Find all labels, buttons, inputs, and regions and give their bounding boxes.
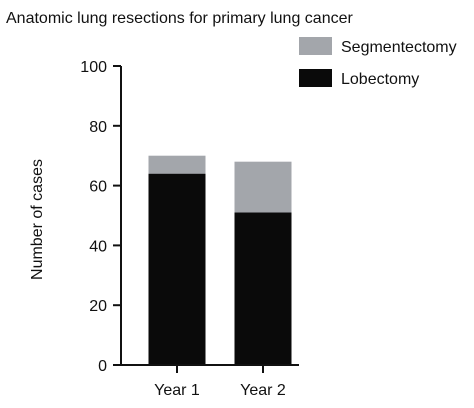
chart-title: Anatomic lung resections for primary lun… [6, 10, 353, 27]
bar-segmentectomy-year-2 [234, 161, 292, 213]
y-tick-label: 0 [98, 358, 107, 375]
y-tick-label: 60 [89, 179, 107, 196]
legend-swatch-segmentectomy [299, 37, 332, 55]
legend-label-segmentectomy: Segmentectomy [341, 39, 457, 56]
x-tick-label: Year 1 [154, 382, 200, 399]
legend-swatch-lobectomy [299, 69, 332, 87]
bar-segmentectomy-year-1 [148, 155, 206, 174]
y-axis-label: Number of cases [29, 159, 46, 280]
y-tick-label: 40 [89, 238, 107, 255]
x-axis-ticks: Year 1 Year 2 [154, 365, 286, 399]
legend-label-lobectomy: Lobectomy [341, 71, 419, 88]
y-axis-ticks: 0 20 40 60 80 100 [80, 59, 121, 375]
bars [148, 155, 292, 365]
y-tick-label: 80 [89, 119, 107, 136]
y-tick-label: 20 [89, 298, 107, 315]
legend: Segmentectomy Lobectomy [299, 37, 457, 88]
y-tick-label: 100 [80, 59, 107, 76]
bar-lobectomy-year-2 [234, 212, 292, 365]
x-tick-label: Year 2 [240, 382, 286, 399]
bar-lobectomy-year-1 [148, 173, 206, 365]
